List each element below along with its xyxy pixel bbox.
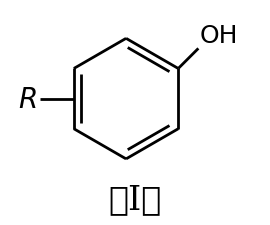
- Text: R: R: [18, 85, 37, 113]
- Text: （I）: （I）: [108, 183, 162, 215]
- Text: OH: OH: [200, 24, 238, 48]
